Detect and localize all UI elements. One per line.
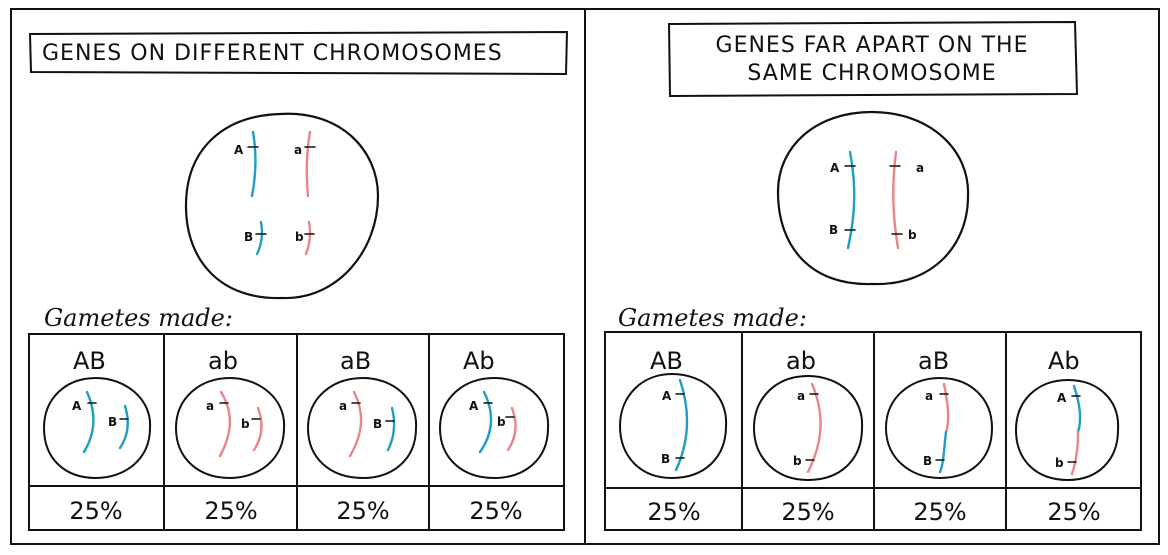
gamete-percent: 25%: [469, 497, 522, 525]
allele-label: B: [373, 417, 382, 431]
left-gamete-AB: AB A B 25%: [42, 347, 152, 525]
chromosome-a: [942, 382, 950, 434]
left-chromosome-b: [304, 220, 312, 256]
right-title-line1: GENES FAR APART ON THE: [716, 33, 1029, 58]
left-allele-A: A: [234, 143, 244, 157]
gamete-percent: 25%: [781, 498, 834, 526]
gamete-cell: [174, 376, 286, 480]
right-gametes-label: Gametes made:: [618, 304, 807, 332]
left-chromosome-B: [255, 220, 264, 256]
right-gamete-AB: AB A B 25%: [618, 347, 728, 526]
gamete-cell: [884, 376, 994, 480]
gamete-cell: [42, 376, 152, 480]
allele-label: a: [925, 389, 933, 403]
right-title-line2: SAME CHROMOSOME: [747, 61, 996, 86]
allele-label: A: [662, 389, 672, 403]
right-allele-a: a: [916, 161, 924, 175]
gamete-percent: 25%: [913, 498, 966, 526]
gamete-cell: [306, 376, 418, 480]
left-parent-cell: [184, 112, 380, 300]
right-panel-frame: [584, 8, 1160, 545]
allele-label: a: [339, 399, 347, 413]
chromosome-B: [386, 406, 396, 452]
right-panel: GENES FAR APART ON THE SAME CHROMOSOME A…: [604, 20, 1142, 531]
right-chromosome-AB: [846, 150, 856, 250]
chromosome-b: [506, 406, 517, 452]
chromosome-A: [1072, 384, 1082, 434]
chromosome-AB: [674, 378, 689, 472]
left-chromosome-A: [250, 130, 257, 198]
right-chromosome-ab: [892, 150, 900, 250]
gamete-genotype: AB: [650, 347, 683, 375]
allele-label: b: [241, 417, 250, 431]
left-gamete-aB: aB a B 25%: [306, 347, 418, 525]
allele-label: B: [923, 454, 932, 468]
allele-label: B: [108, 415, 117, 429]
gamete-percent: 25%: [1047, 498, 1100, 526]
gamete-genotype: aB: [918, 347, 949, 375]
allele-label: A: [72, 399, 82, 413]
allele-label: a: [797, 389, 805, 403]
gamete-cell: [1014, 378, 1120, 482]
allele-label: b: [497, 415, 506, 429]
gamete-cell: [752, 374, 864, 482]
left-allele-b: b: [295, 230, 304, 244]
left-gamete-Ab: Ab A b 25%: [438, 347, 550, 525]
right-title-box: [667, 20, 1079, 98]
left-gametes-label: Gametes made:: [44, 304, 233, 332]
gamete-percent: 25%: [69, 497, 122, 525]
gamete-genotype: aB: [340, 347, 371, 375]
left-allele-a: a: [294, 143, 302, 157]
allele-label: b: [1055, 456, 1064, 470]
left-allele-B: B: [244, 230, 253, 244]
gamete-percent: 25%: [336, 497, 389, 525]
chromosome-A: [82, 390, 95, 454]
allele-label: B: [661, 452, 670, 466]
allele-label: b: [793, 454, 802, 468]
gamete-genotype: ab: [786, 347, 816, 375]
chromosome-B: [938, 430, 948, 474]
chromosome-A: [478, 390, 493, 454]
gamete-cell: [438, 376, 550, 480]
right-allele-b: b: [908, 228, 917, 242]
right-gamete-aB: aB a B 25%: [884, 347, 994, 526]
allele-label: a: [206, 399, 214, 413]
left-title: GENES ON DIFFERENT CHROMOSOMES: [42, 41, 503, 66]
allele-label: A: [469, 399, 479, 413]
gamete-genotype: Ab: [463, 347, 495, 375]
chromosome-B: [118, 404, 129, 450]
chromosome-ab: [806, 382, 822, 474]
gamete-percent: 25%: [647, 498, 700, 526]
chromosome-b: [1070, 430, 1080, 476]
gamete-percent: 25%: [204, 497, 257, 525]
right-allele-B: B: [829, 223, 838, 237]
allele-label: A: [1057, 391, 1067, 405]
gamete-genotype: AB: [73, 347, 106, 375]
right-gamete-ab: ab a b 25%: [752, 347, 864, 526]
left-chromosome-a: [305, 130, 312, 198]
right-allele-A: A: [830, 161, 840, 175]
left-gamete-ab: ab a b 25%: [174, 347, 286, 525]
chromosome-a: [348, 390, 363, 458]
gamete-cell: [618, 372, 728, 480]
chromosome-b: [252, 406, 263, 452]
right-gamete-Ab: Ab A b 25%: [1014, 347, 1120, 526]
left-title-box: [28, 30, 569, 76]
left-panel: GENES ON DIFFERENT CHROMOSOMES A a B b G…: [28, 30, 569, 531]
right-parent-cell: [776, 110, 970, 286]
gamete-genotype: ab: [208, 347, 238, 375]
gamete-genotype: Ab: [1048, 347, 1080, 375]
chromosome-a: [218, 390, 231, 458]
